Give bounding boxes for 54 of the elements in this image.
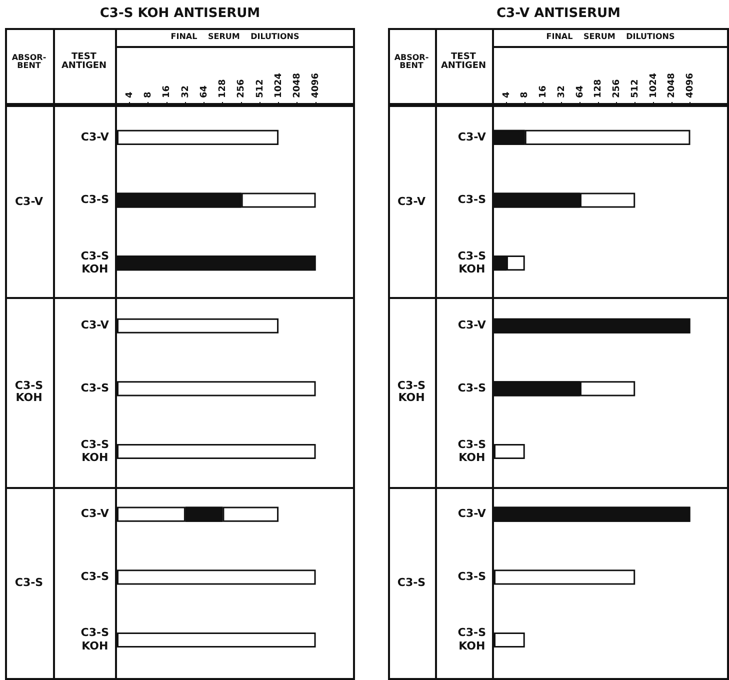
x-tick-label: 1024 [274,72,284,98]
x-axis-title: FINAL SERUM DILUTIONS [545,30,676,43]
text: C3-S KOH [14,378,44,406]
y-tick-label: C3-S KOH [458,626,486,652]
y-tick-label: C3-S [80,570,110,584]
x-tick-label: 256 [612,79,622,98]
x-tick-label: 32 [180,85,191,98]
chart-title: C3-S KOH ANTISERUM [98,6,262,21]
y-axis-title: TEST ANTIGEN [440,50,488,73]
y-tick-label: C3-S KOH [80,626,110,652]
x-tick-label: 2048 [292,72,302,98]
y-tick-label: C3-V [80,507,110,520]
y-tick-label: C3-V [458,318,486,332]
text: C3-V [14,194,44,210]
x-tick-label: 4096 [686,72,696,98]
y-tick-label: C3-S KOH [458,438,486,464]
x-axis-title: FINAL SERUM DILUTIONS [170,30,300,43]
x-tick-label: 8 [520,92,530,98]
x-tick-label: 32 [556,85,567,98]
text: C3-V [396,194,426,210]
x-tick-label: 64 [199,85,210,98]
x-tick-label: 512 [255,79,266,98]
x-tick-label: 128 [594,79,604,98]
y-tick-label: C3-S [80,193,110,206]
y-tick-label: C3-S KOH [80,249,110,276]
x-tick-label: 4 [502,92,512,98]
x-tick-label: 256 [236,79,247,98]
text: C3-S KOH [396,378,427,406]
y-tick-label: C3-V [458,130,486,144]
y-tick-label: C3-S [458,382,486,395]
x-tick-label: 8 [144,92,154,98]
x-tick-label: 512 [630,79,640,98]
text: ABSOR- BENT [393,52,430,72]
x-tick-label: 4096 [311,72,322,98]
x-tick-label: 128 [218,79,228,98]
y-tick-label: C3-S [458,570,486,584]
y-tick-label: C3-S [80,382,110,395]
x-tick-label: 2048 [667,72,678,98]
text: C3-S [14,574,44,591]
text: ABSOR- BENT [10,52,48,72]
x-tick-label: 64 [575,85,586,98]
y-axis-title: TEST ANTIGEN [60,50,108,73]
y-tick-label: C3-V [80,130,110,144]
y-tick-label: C3-S [458,193,486,206]
y-tick-label: C3-V [458,507,486,520]
y-tick-label: C3-S KOH [458,249,486,276]
y-tick-label: C3-S KOH [80,438,110,464]
chart-title: C3-V ANTISERUM [495,6,622,21]
text: C3-S [396,574,427,591]
x-tick-label: 4 [124,92,135,98]
x-tick-label: 1024 [648,72,659,98]
x-tick-label: 16 [538,85,549,98]
x-tick-label: 16 [162,85,172,98]
y-tick-label: C3-V [80,318,110,332]
